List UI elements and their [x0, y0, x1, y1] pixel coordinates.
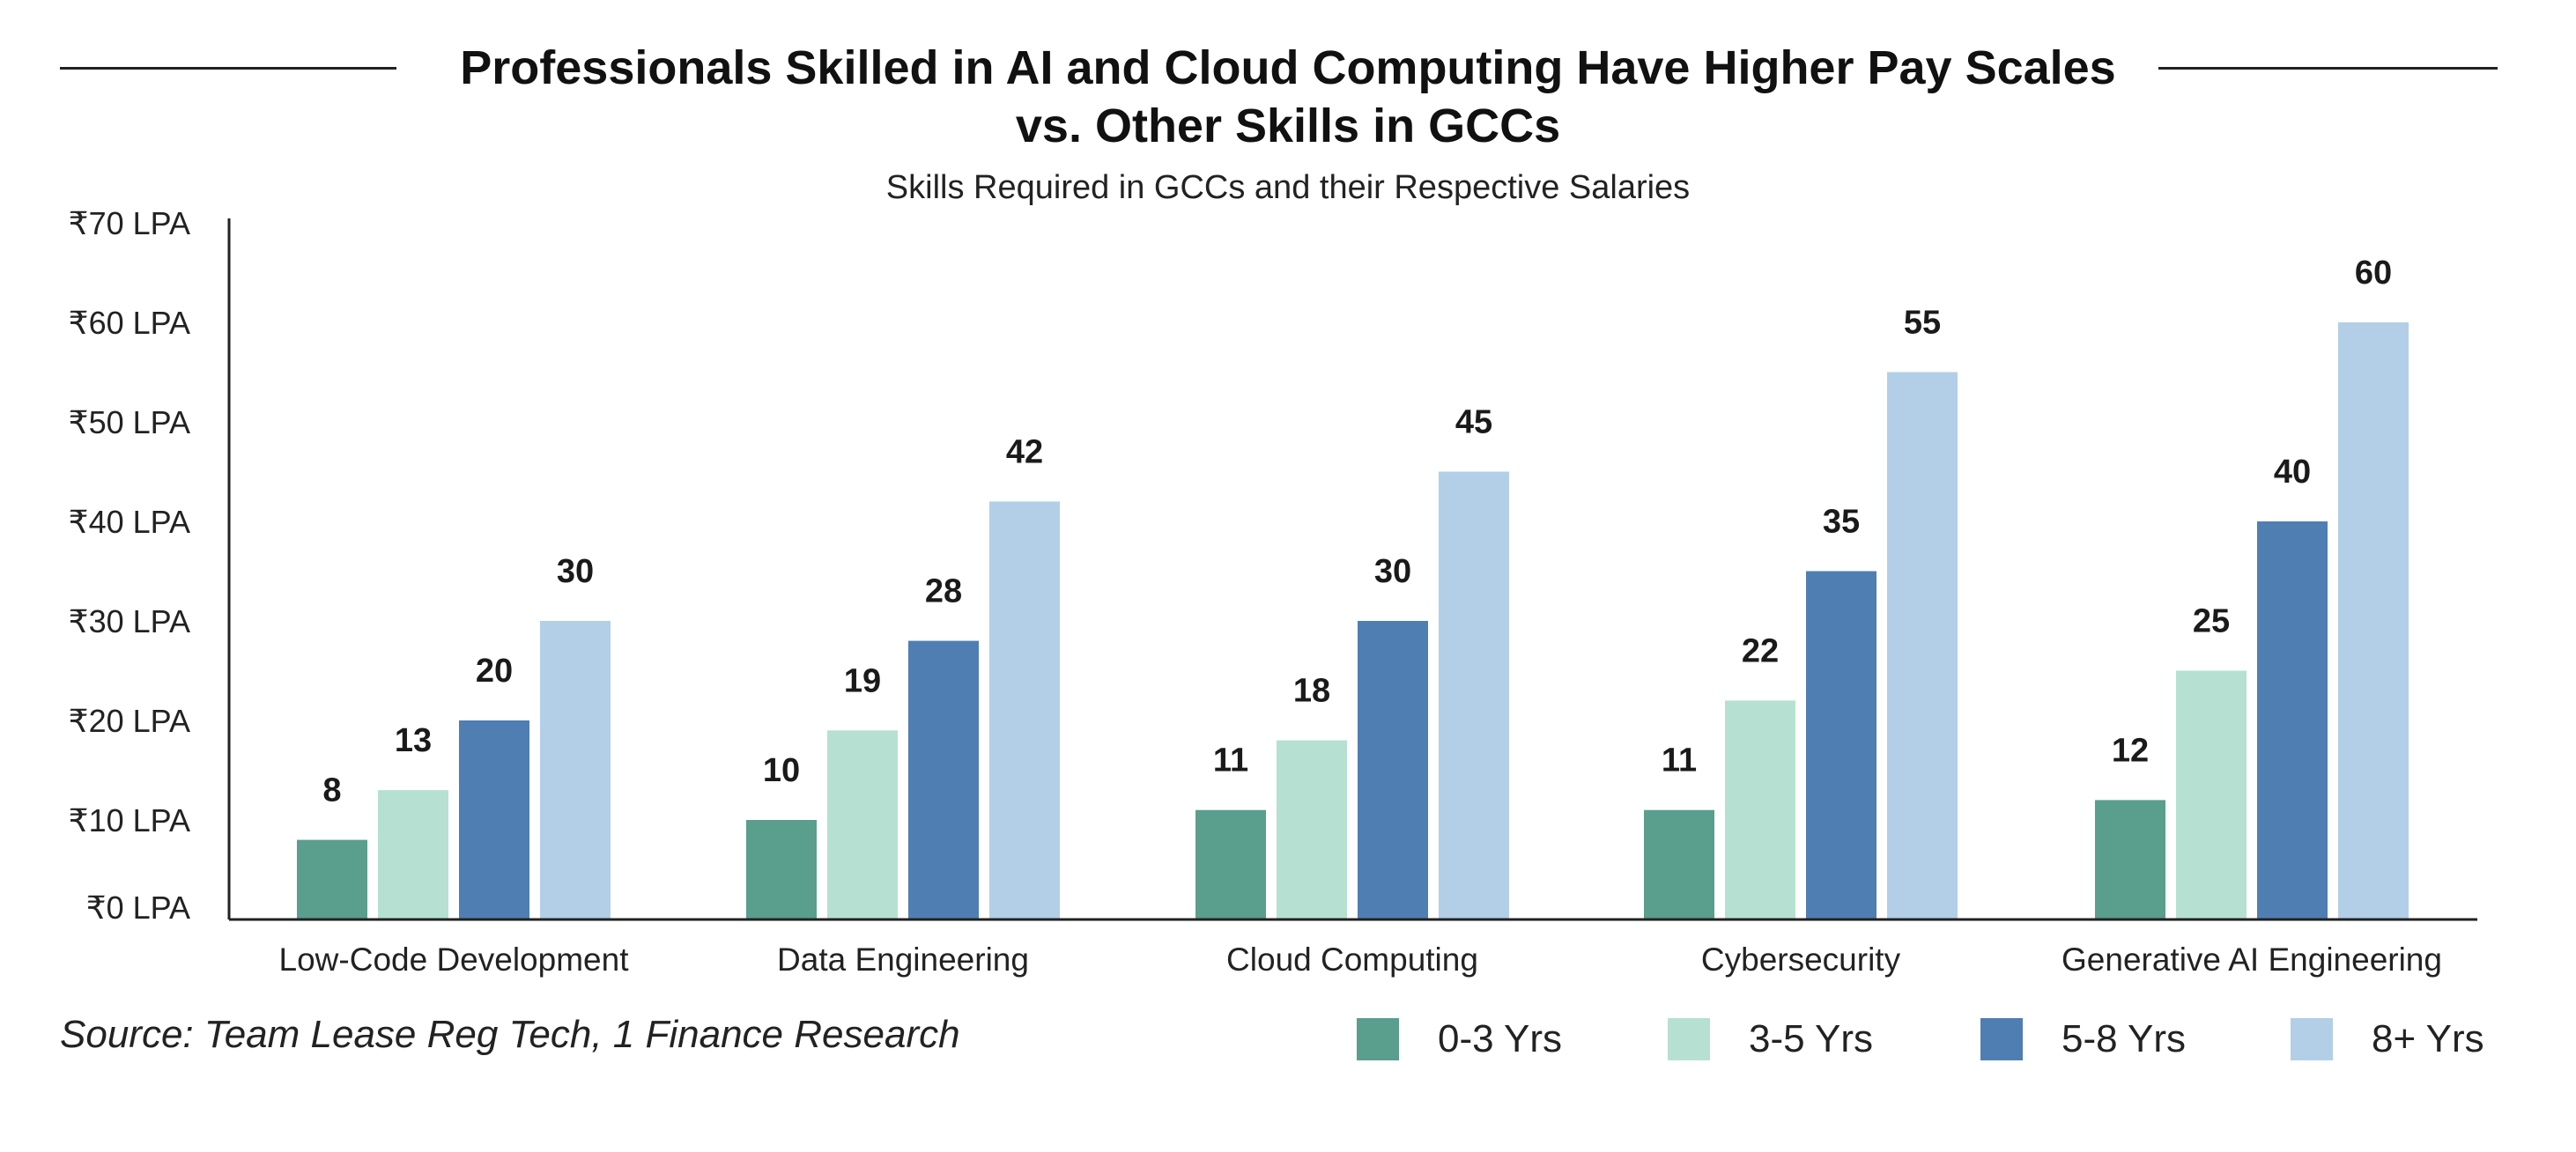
bar-cloud-computing-0-3-yrs — [1195, 809, 1266, 919]
value-label-data-engineering-0-3-yrs: 10 — [763, 752, 800, 789]
legend-item-0-3-yrs: 0-3 Yrs — [1357, 1013, 1562, 1066]
value-label-low-code-development-5-8-yrs: 20 — [476, 653, 513, 690]
bar-cybersecurity-8plus-yrs — [1887, 372, 1958, 919]
value-label-low-code-development-8plus-yrs: 30 — [557, 553, 594, 590]
bar-data-engineering-5-8-yrs — [908, 640, 979, 919]
legend-item-8-plus-yrs: 8+ Yrs — [2291, 1013, 2484, 1066]
title-rule-right — [2158, 67, 2498, 70]
y-tick-label-70: ₹70 LPA — [69, 205, 190, 241]
bar-generative-ai-engineering-5-8-yrs — [2257, 521, 2328, 919]
legend-swatch-0-3-yrs — [1357, 1018, 1399, 1060]
value-label-cybersecurity-8plus-yrs: 55 — [1904, 305, 1941, 342]
y-tick-label-40: ₹40 LPA — [69, 504, 190, 540]
legend-label-5-8-yrs: 5-8 Yrs — [2062, 1017, 2187, 1060]
bar-low-code-development-8plus-yrs — [540, 621, 611, 919]
value-label-cybersecurity-0-3-yrs: 11 — [1662, 742, 1697, 779]
bar-chart: ₹0 LPA ₹10 LPA ₹20 LPA ₹30 LPA ₹40 LPA ₹50 LP… — [69, 205, 2477, 978]
value-label-generative-ai-engineering-0-3-yrs: 12 — [2112, 732, 2149, 769]
x-axis-category-labels: Low-Code Development Data Engineering Clou… — [279, 942, 2442, 978]
bar-cloud-computing-5-8-yrs — [1358, 621, 1428, 919]
legend-swatch-3-5-yrs — [1668, 1018, 1710, 1060]
value-label-generative-ai-engineering-3-5-yrs: 25 — [2193, 603, 2230, 640]
bar-generative-ai-engineering-3-5-yrs — [2176, 670, 2247, 919]
title-rule-left — [60, 67, 396, 70]
bar-low-code-development-5-8-yrs — [459, 720, 529, 919]
chart-subtitle: Skills Required in GCCs and their Respec… — [885, 169, 1691, 206]
bar-data-engineering-3-5-yrs — [827, 730, 898, 919]
bar-generative-ai-engineering-8plus-yrs — [2338, 322, 2409, 919]
bar-cybersecurity-5-8-yrs — [1806, 571, 1876, 919]
chart-title-line-2: vs. Other Skills in GCCs — [1015, 100, 1561, 152]
y-tick-label-50: ₹50 LPA — [69, 404, 190, 440]
x-category-label-low-code-development: Low-Code Development — [279, 942, 630, 978]
x-category-label-data-engineering: Data Engineering — [777, 942, 1029, 978]
value-label-data-engineering-8plus-yrs: 42 — [1006, 433, 1043, 470]
bar-groups — [297, 322, 2409, 919]
source-note: Source: Team Lease Reg Tech, 1 Finance R… — [60, 1013, 960, 1056]
value-label-cloud-computing-8plus-yrs: 45 — [1455, 404, 1492, 441]
value-label-cloud-computing-3-5-yrs: 18 — [1293, 673, 1330, 710]
y-tick-label-60: ₹60 LPA — [69, 305, 190, 341]
chart-title-line-1: Professionals Skilled in AI and Cloud Co… — [460, 41, 2116, 94]
legend: 0-3 Yrs 3-5 Yrs 5-8 Yrs 8+ Yrs — [1339, 1013, 2502, 1066]
bar-cloud-computing-3-5-yrs — [1277, 740, 1347, 919]
legend-label-8-plus-yrs: 8+ Yrs — [2372, 1017, 2484, 1060]
x-category-label-cybersecurity: Cybersecurity — [1701, 942, 1901, 978]
value-label-data-engineering-3-5-yrs: 19 — [844, 662, 881, 699]
value-label-cloud-computing-5-8-yrs: 30 — [1374, 553, 1411, 590]
chart-title: Professionals Skilled in AI and Cloud Co… — [0, 39, 2576, 155]
bar-cybersecurity-3-5-yrs — [1725, 700, 1795, 919]
y-tick-label-0: ₹0 LPA — [86, 890, 190, 926]
legend-label-0-3-yrs: 0-3 Yrs — [1438, 1017, 1563, 1060]
bar-cybersecurity-0-3-yrs — [1644, 809, 1714, 919]
legend-swatch-5-8-yrs — [1980, 1018, 2023, 1060]
bar-data-engineering-8plus-yrs — [989, 501, 1060, 919]
value-label-low-code-development-3-5-yrs: 13 — [395, 722, 432, 759]
y-tick-label-30: ₹30 LPA — [69, 603, 190, 639]
legend-item-5-8-yrs: 5-8 Yrs — [1980, 1013, 2186, 1066]
value-label-cybersecurity-3-5-yrs: 22 — [1742, 632, 1779, 669]
bar-data-engineering-0-3-yrs — [746, 820, 817, 919]
data-labels: 8 13 20 30 10 19 28 42 11 18 30 45 11 22 35 55 12 25 40 60 — [322, 255, 2392, 809]
legend-swatch-8-plus-yrs — [2291, 1018, 2333, 1060]
value-label-generative-ai-engineering-8plus-yrs: 60 — [2355, 255, 2392, 292]
x-category-label-cloud-computing: Cloud Computing — [1226, 942, 1478, 978]
bar-cloud-computing-8plus-yrs — [1439, 471, 1509, 919]
x-category-label-generative-ai-engineering: Generative AI Engineering — [2062, 942, 2442, 978]
legend-item-3-5-yrs: 3-5 Yrs — [1668, 1013, 1873, 1066]
value-label-cybersecurity-5-8-yrs: 35 — [1823, 504, 1860, 541]
legend-label-3-5-yrs: 3-5 Yrs — [1749, 1017, 1874, 1060]
value-label-cloud-computing-0-3-yrs: 11 — [1213, 742, 1248, 779]
y-tick-label-10: ₹10 LPA — [69, 802, 190, 838]
bar-low-code-development-3-5-yrs — [378, 790, 448, 919]
value-label-low-code-development-0-3-yrs: 8 — [322, 772, 341, 809]
y-axis-tick-labels: ₹0 LPA ₹10 LPA ₹20 LPA ₹30 LPA ₹40 LPA ₹50 LP… — [69, 205, 190, 926]
value-label-data-engineering-5-8-yrs: 28 — [925, 573, 962, 610]
y-tick-label-20: ₹20 LPA — [69, 703, 190, 739]
bar-generative-ai-engineering-0-3-yrs — [2095, 800, 2165, 919]
value-label-generative-ai-engineering-5-8-yrs: 40 — [2274, 454, 2311, 491]
bar-low-code-development-0-3-yrs — [297, 839, 367, 919]
